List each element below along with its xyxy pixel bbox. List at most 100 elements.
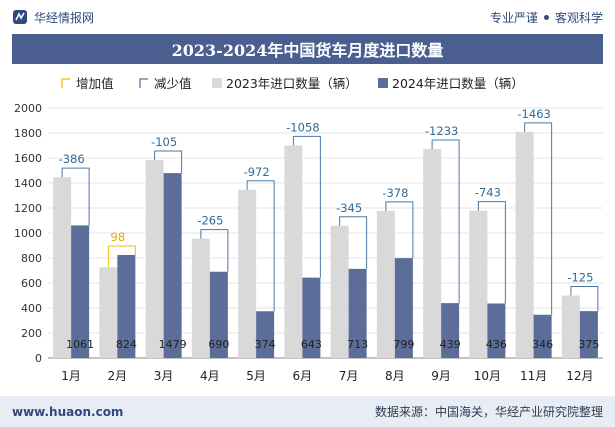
difference-bracket <box>200 229 229 272</box>
bar-2024-label: 643 <box>301 338 322 351</box>
legend-label: 2023年进口数量（辆） <box>226 76 358 91</box>
x-tick-label: 9月 <box>431 369 451 383</box>
difference-bracket <box>154 150 183 174</box>
difference-bracket <box>246 180 275 312</box>
bar-2023 <box>99 267 118 358</box>
difference-label: -265 <box>197 214 223 228</box>
legend-label: 减少值 <box>154 76 192 91</box>
legend-label: 增加值 <box>76 76 114 91</box>
x-tick-label: 6月 <box>293 369 313 383</box>
bar-2024-label: 713 <box>347 338 368 351</box>
bar-2023 <box>191 238 210 358</box>
y-tick-label: 1400 <box>14 177 42 190</box>
difference-bracket <box>107 245 136 268</box>
legend-swatch <box>378 78 388 88</box>
bar-2024 <box>487 303 506 358</box>
x-tick-label: 3月 <box>154 369 174 383</box>
top-bar: 华经情报网 专业严谨 客观科学 <box>0 0 615 34</box>
y-tick-label: 1200 <box>14 202 42 215</box>
bar-2023 <box>238 189 257 358</box>
difference-label: -378 <box>382 186 408 200</box>
difference-label: -1058 <box>286 120 319 134</box>
difference-bracket <box>385 201 414 259</box>
bar-2024-label: 375 <box>578 338 599 351</box>
grid-lines <box>48 107 603 359</box>
y-tick-label: 400 <box>21 302 42 315</box>
bar-2023 <box>515 131 534 358</box>
footer: www.huaon.com 数据来源：中国海关，华经产业研究院整理 <box>0 396 615 427</box>
y-tick-label: 600 <box>21 277 42 290</box>
x-tick-label: 10月 <box>474 369 501 383</box>
difference-label: 98 <box>111 230 126 244</box>
tagline: 专业严谨 客观科学 <box>490 9 603 26</box>
x-tick-label: 8月 <box>385 369 405 383</box>
bar-2023 <box>145 160 164 358</box>
legend-label: 2024年进口数量（辆） <box>392 76 524 91</box>
footer-website: www.huaon.com <box>12 404 124 419</box>
difference-label: -345 <box>336 201 362 215</box>
x-tick-label: 1月 <box>61 369 81 383</box>
x-tick-label: 5月 <box>246 369 266 383</box>
bar-2023 <box>330 225 349 358</box>
x-axis-ticks: 1月 2月 3月 4月 5月 6月 7月 8月 9月 10月 11月 12月 <box>61 369 593 383</box>
difference-bracket <box>570 286 599 312</box>
x-tick-label: 2月 <box>108 369 128 383</box>
y-tick-label: 1000 <box>14 227 42 240</box>
difference-bracket <box>61 167 90 226</box>
y-tick-label: 1800 <box>14 127 42 140</box>
y-tick-label: 1600 <box>14 152 42 165</box>
x-tick-label: 11月 <box>520 369 547 383</box>
x-tick-label: 4月 <box>200 369 220 383</box>
legend-swatch <box>212 78 222 88</box>
difference-bracket <box>339 216 368 269</box>
footer-source: 数据来源：中国海关，华经产业研究院整理 <box>374 405 603 419</box>
bar-2024-label: 1479 <box>159 338 187 351</box>
difference-label: -743 <box>475 186 501 200</box>
difference-bracket <box>292 135 321 278</box>
brand-logo-icon <box>13 10 27 24</box>
difference-label: -1463 <box>517 107 550 121</box>
chart-title: 2023-2024年中国货车月度进口数量 <box>12 34 603 64</box>
bar-2024 <box>256 311 275 358</box>
bar-chart: 0 200 400 600 800 1000 1200 1400 1600 1800 2000 10… <box>14 76 603 383</box>
legend-swatch <box>139 78 148 88</box>
y-axis-ticks: 0 200 400 600 800 1000 1200 1400 1600 1800 2000 <box>14 102 42 365</box>
bar-2023 <box>53 177 72 358</box>
bar-2023 <box>284 145 303 358</box>
difference-bracket <box>431 139 460 304</box>
brand-name: 华经情报网 <box>34 10 95 25</box>
y-tick-label: 200 <box>21 327 42 340</box>
legend-swatch <box>61 78 70 88</box>
bar-2024-label: 436 <box>486 338 507 351</box>
bar-2024 <box>163 173 182 358</box>
x-tick-label: 7月 <box>339 369 359 383</box>
difference-label: -972 <box>244 165 270 179</box>
brand: 华经情报网 <box>12 9 94 26</box>
bar-2023 <box>561 295 580 358</box>
y-tick-label: 800 <box>21 252 42 265</box>
difference-markers: -386 98 -105 -265 -972 -1058 -345 -378 -1233 -743… <box>59 107 599 315</box>
difference-bracket <box>524 122 553 315</box>
bar-2024 <box>348 268 367 358</box>
difference-bracket <box>477 201 506 304</box>
bar-2024-label: 439 <box>440 338 461 351</box>
bar-2023 <box>376 210 395 358</box>
bar-2024-label: 1061 <box>66 338 94 351</box>
bar-2024-label: 346 <box>532 338 553 351</box>
bar-2024 <box>71 225 90 358</box>
bar-2024 <box>302 277 321 358</box>
tagline-dot-icon <box>543 14 549 20</box>
tagline-left: 专业严谨 <box>489 10 538 25</box>
bar-2024 <box>441 303 460 358</box>
x-tick-label: 12月 <box>566 369 593 383</box>
bar-2023 <box>423 149 442 358</box>
bar-2024-label: 799 <box>393 338 414 351</box>
bar-2024 <box>579 311 598 358</box>
bar-2024 <box>117 255 136 358</box>
bar-2024 <box>209 271 228 358</box>
bar-2023 <box>469 210 488 358</box>
y-tick-label: 0 <box>35 352 42 365</box>
bar-2024 <box>533 314 552 358</box>
difference-label: -105 <box>151 135 177 149</box>
y-tick-label: 2000 <box>14 102 42 115</box>
